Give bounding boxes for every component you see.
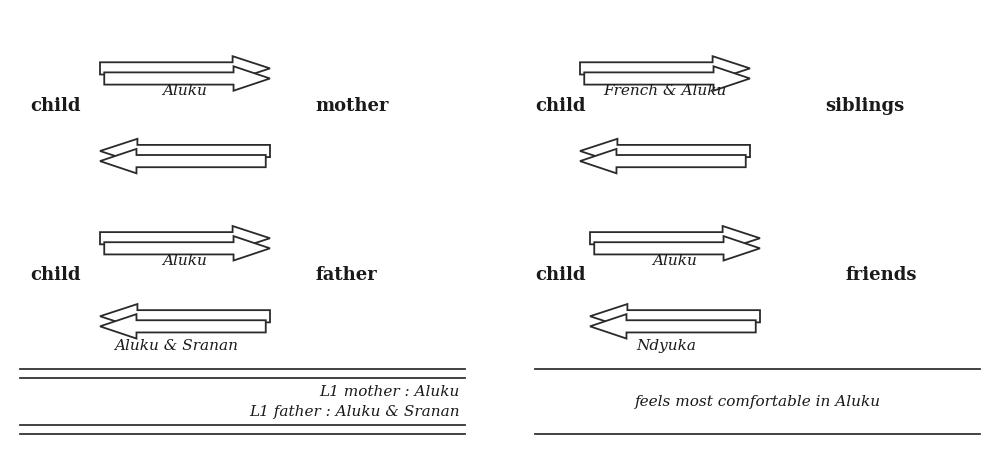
Text: Aluku: Aluku (163, 254, 207, 268)
FancyArrow shape (590, 314, 756, 339)
FancyArrow shape (584, 66, 750, 91)
Text: child: child (535, 96, 586, 115)
FancyArrow shape (100, 56, 270, 81)
FancyArrow shape (580, 139, 750, 163)
Text: child: child (30, 266, 80, 285)
Text: father: father (315, 266, 377, 285)
Text: Aluku: Aluku (163, 84, 207, 98)
Text: Aluku & Sranan: Aluku & Sranan (114, 340, 239, 353)
FancyArrow shape (594, 236, 760, 261)
FancyArrow shape (580, 56, 750, 81)
Text: siblings: siblings (825, 96, 904, 115)
Text: Aluku: Aluku (653, 254, 697, 268)
FancyArrow shape (100, 304, 270, 329)
FancyArrow shape (104, 236, 270, 261)
FancyArrow shape (100, 149, 266, 174)
Text: L1 father : Aluku & Sranan: L1 father : Aluku & Sranan (249, 405, 460, 419)
FancyArrow shape (580, 149, 746, 174)
Text: Ndyuka: Ndyuka (637, 340, 697, 353)
Text: child: child (30, 96, 80, 115)
Text: mother: mother (315, 96, 388, 115)
FancyArrow shape (100, 314, 266, 339)
FancyArrow shape (100, 139, 270, 163)
Text: child: child (535, 266, 586, 285)
Text: L1 mother : Aluku: L1 mother : Aluku (320, 385, 460, 398)
FancyArrow shape (590, 304, 760, 329)
FancyArrow shape (100, 226, 270, 251)
Text: French & Aluku: French & Aluku (603, 84, 727, 98)
FancyArrow shape (104, 66, 270, 91)
Text: friends: friends (845, 266, 916, 285)
Text: feels most comfortable in Aluku: feels most comfortable in Aluku (634, 395, 881, 409)
FancyArrow shape (590, 226, 760, 251)
